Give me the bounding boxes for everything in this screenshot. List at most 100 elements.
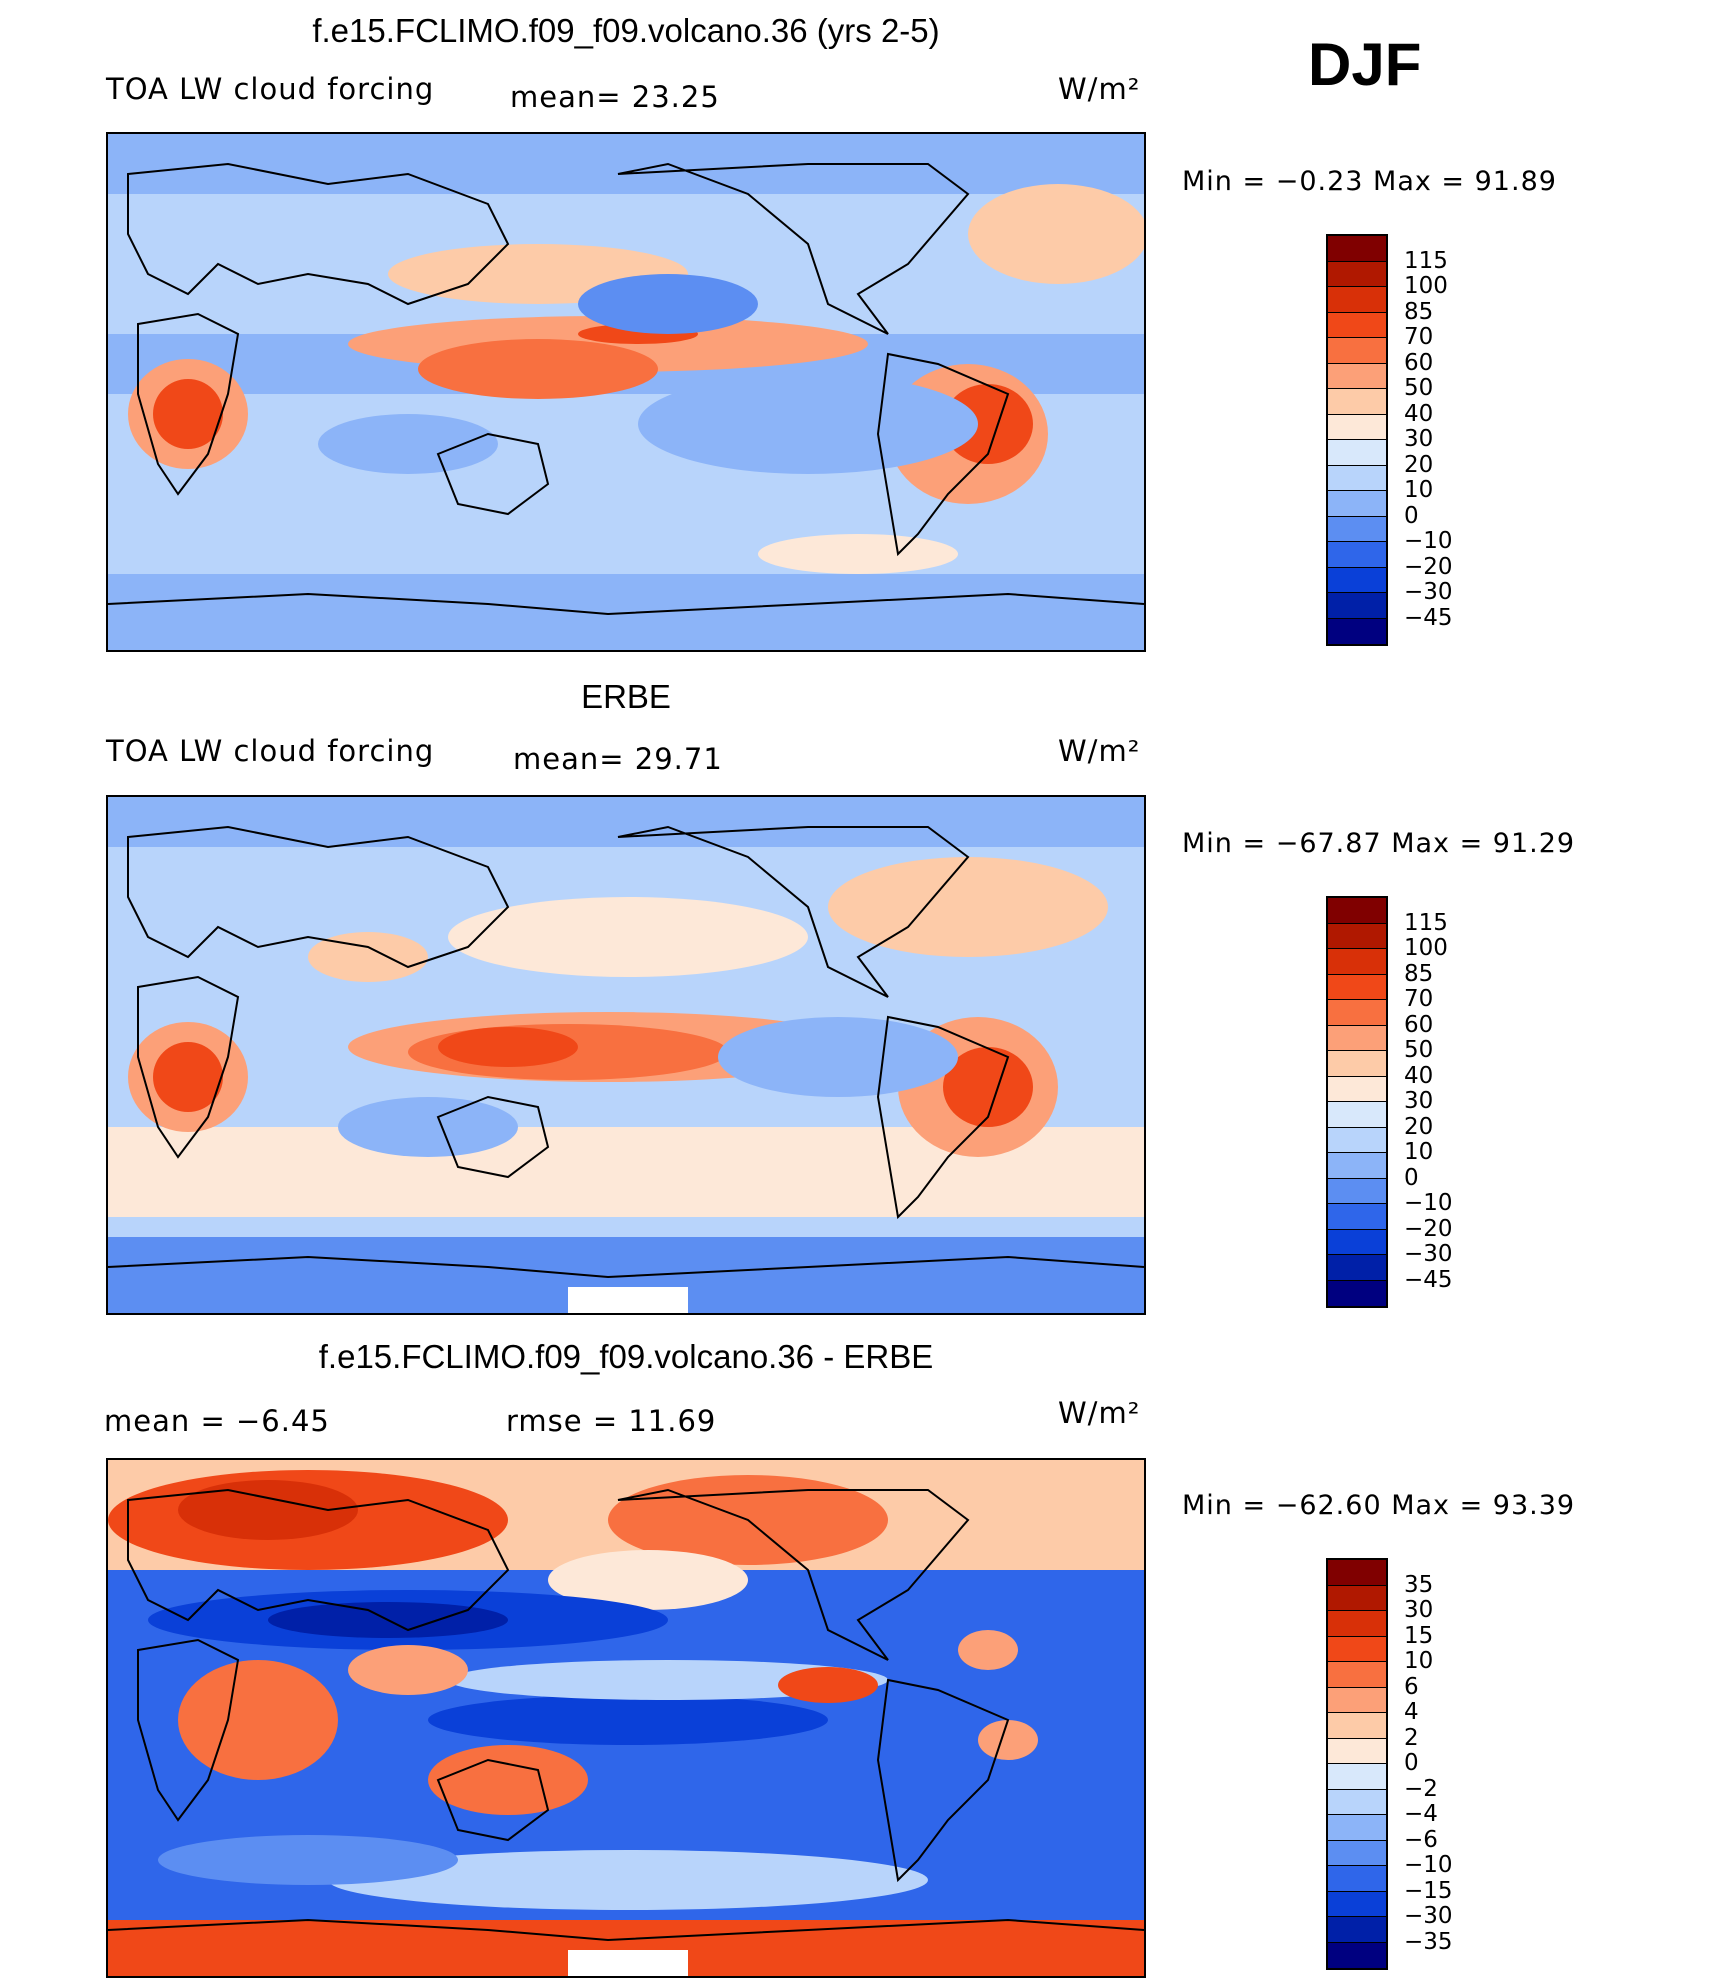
panel-3-title: f.e15.FCLIMO.f09_f09.volcano.36 - ERBE (318, 1338, 934, 1375)
colorbar-tick-label: 50 (1404, 1037, 1434, 1063)
colorbar-segment (1328, 618, 1386, 644)
colorbar-tick-label: −45 (1404, 604, 1453, 631)
colorbar-segment (1328, 1229, 1386, 1255)
colorbar-segment (1328, 1280, 1386, 1306)
colorbar-tick-label: 10 (1404, 1139, 1434, 1165)
colorbar-segment (1328, 516, 1386, 542)
colorbar-tick-label: 0 (1404, 1750, 1419, 1776)
colorbar-tick-label: 4 (1404, 1699, 1419, 1725)
colorbar-segment (1328, 414, 1386, 440)
colorbar-tick-label: 100 (1404, 273, 1448, 299)
colorbar-segment (1328, 1051, 1386, 1077)
colorbar-segment (1328, 1153, 1386, 1179)
colorbar-segment (1328, 593, 1386, 619)
colorbar-tick-label: 10 (1404, 1648, 1434, 1674)
colorbar-segment (1328, 1789, 1386, 1815)
colorbar-tick-label: 50 (1404, 375, 1434, 401)
colorbar-tick-label: −4 (1404, 1801, 1438, 1827)
colorbar-tick-label: −20 (1404, 1215, 1453, 1242)
colorbar-tick-label: −45 (1404, 1266, 1453, 1293)
colorbar-segment (1328, 542, 1386, 568)
colorbar-segment (1328, 1127, 1386, 1153)
colorbar-segment (1328, 440, 1386, 466)
colorbar-tick-label: 30 (1404, 1597, 1434, 1623)
panel-1-mean-label: mean= 23.25 (510, 80, 720, 114)
colorbar-tick-label: 70 (1404, 986, 1434, 1012)
panel-2-title: ERBE (581, 678, 671, 715)
colorbar-tick-label: −20 (1404, 553, 1453, 580)
colorbar-tick-label: 35 (1404, 1571, 1434, 1598)
colorbar-tick-label: 20 (1404, 451, 1434, 478)
colorbar-segment (1328, 1636, 1386, 1662)
panel-3-rmse-label: rmse = 11.69 (506, 1404, 717, 1438)
colorbar-segment (1328, 1000, 1386, 1026)
panel-1-field (108, 134, 1144, 650)
panel-1-variable-label: TOA LW cloud forcing (106, 72, 435, 106)
colorbar-tick-label: −2 (1404, 1775, 1438, 1802)
colorbar-segment (1328, 923, 1386, 949)
colorbar-tick-label: 60 (1404, 1011, 1434, 1038)
panel-3-colorbar (1326, 1558, 1388, 1970)
colorbar-tick-label: 40 (1404, 400, 1434, 427)
panel-1-units: W/m² (1058, 72, 1141, 106)
colorbar-segment (1328, 1560, 1386, 1586)
colorbar-segment (1328, 236, 1386, 262)
colorbar-segment (1328, 1840, 1386, 1866)
colorbar-tick-label: −10 (1404, 528, 1453, 554)
colorbar-tick-label: 30 (1404, 426, 1434, 452)
colorbar-tick-label: −10 (1404, 1852, 1453, 1878)
colorbar-segment (1328, 1255, 1386, 1281)
panel-1-colorbar (1326, 234, 1388, 646)
colorbar-segment (1328, 1687, 1386, 1713)
colorbar-tick-label: 6 (1404, 1673, 1419, 1700)
colorbar-segment (1328, 1738, 1386, 1764)
colorbar-tick-label: 70 (1404, 324, 1434, 350)
panel-2-colorbar (1326, 896, 1388, 1308)
colorbar-segment (1328, 898, 1386, 924)
colorbar-segment (1328, 1942, 1386, 1968)
colorbar-segment (1328, 491, 1386, 517)
colorbar-tick-label: 30 (1404, 1088, 1434, 1114)
panel-2-units: W/m² (1058, 734, 1141, 768)
panel-3-map (106, 1458, 1146, 1978)
colorbar-segment (1328, 1178, 1386, 1204)
colorbar-tick-label: 15 (1404, 1622, 1434, 1649)
colorbar-segment (1328, 1815, 1386, 1841)
season-label: DJF (1308, 31, 1422, 98)
panel-3-minmax: Min = −62.60 Max = 93.39 (1182, 1490, 1576, 1521)
colorbar-segment (1328, 312, 1386, 338)
colorbar-segment (1328, 1713, 1386, 1739)
colorbar-segment (1328, 1611, 1386, 1637)
colorbar-tick-label: −30 (1404, 1241, 1453, 1267)
colorbar-segment (1328, 949, 1386, 975)
colorbar-tick-label: 0 (1404, 502, 1419, 529)
colorbar-segment (1328, 1662, 1386, 1688)
colorbar-tick-label: 115 (1404, 909, 1448, 936)
colorbar-segment (1328, 1764, 1386, 1790)
colorbar-segment (1328, 1025, 1386, 1051)
panel-3-mean-label: mean = −6.45 (104, 1404, 330, 1438)
panel-2-field (108, 797, 1144, 1313)
colorbar-segment (1328, 1585, 1386, 1611)
colorbar-tick-label: 60 (1404, 349, 1434, 376)
panel-3-field (108, 1460, 1144, 1976)
colorbar-segment (1328, 1076, 1386, 1102)
colorbar-tick-label: −35 (1404, 1928, 1453, 1955)
colorbar-segment (1328, 1102, 1386, 1128)
colorbar-segment (1328, 465, 1386, 491)
colorbar-tick-label: 2 (1404, 1724, 1419, 1751)
colorbar-segment (1328, 1891, 1386, 1917)
panel-1-minmax: Min = −0.23 Max = 91.89 (1182, 166, 1557, 197)
colorbar-segment (1328, 567, 1386, 593)
colorbar-tick-label: 40 (1404, 1062, 1434, 1089)
colorbar-tick-label: 0 (1404, 1164, 1419, 1191)
panel-3-units: W/m² (1058, 1396, 1141, 1430)
colorbar-segment (1328, 261, 1386, 287)
panel-1-title: f.e15.FCLIMO.f09_f09.volcano.36 (yrs 2-5… (312, 12, 940, 49)
colorbar-segment (1328, 974, 1386, 1000)
colorbar-tick-label: −6 (1404, 1826, 1438, 1853)
panel-2-mean-label: mean= 29.71 (513, 742, 723, 776)
colorbar-segment (1328, 287, 1386, 313)
panel-2-variable-label: TOA LW cloud forcing (106, 734, 435, 768)
colorbar-segment (1328, 1917, 1386, 1943)
